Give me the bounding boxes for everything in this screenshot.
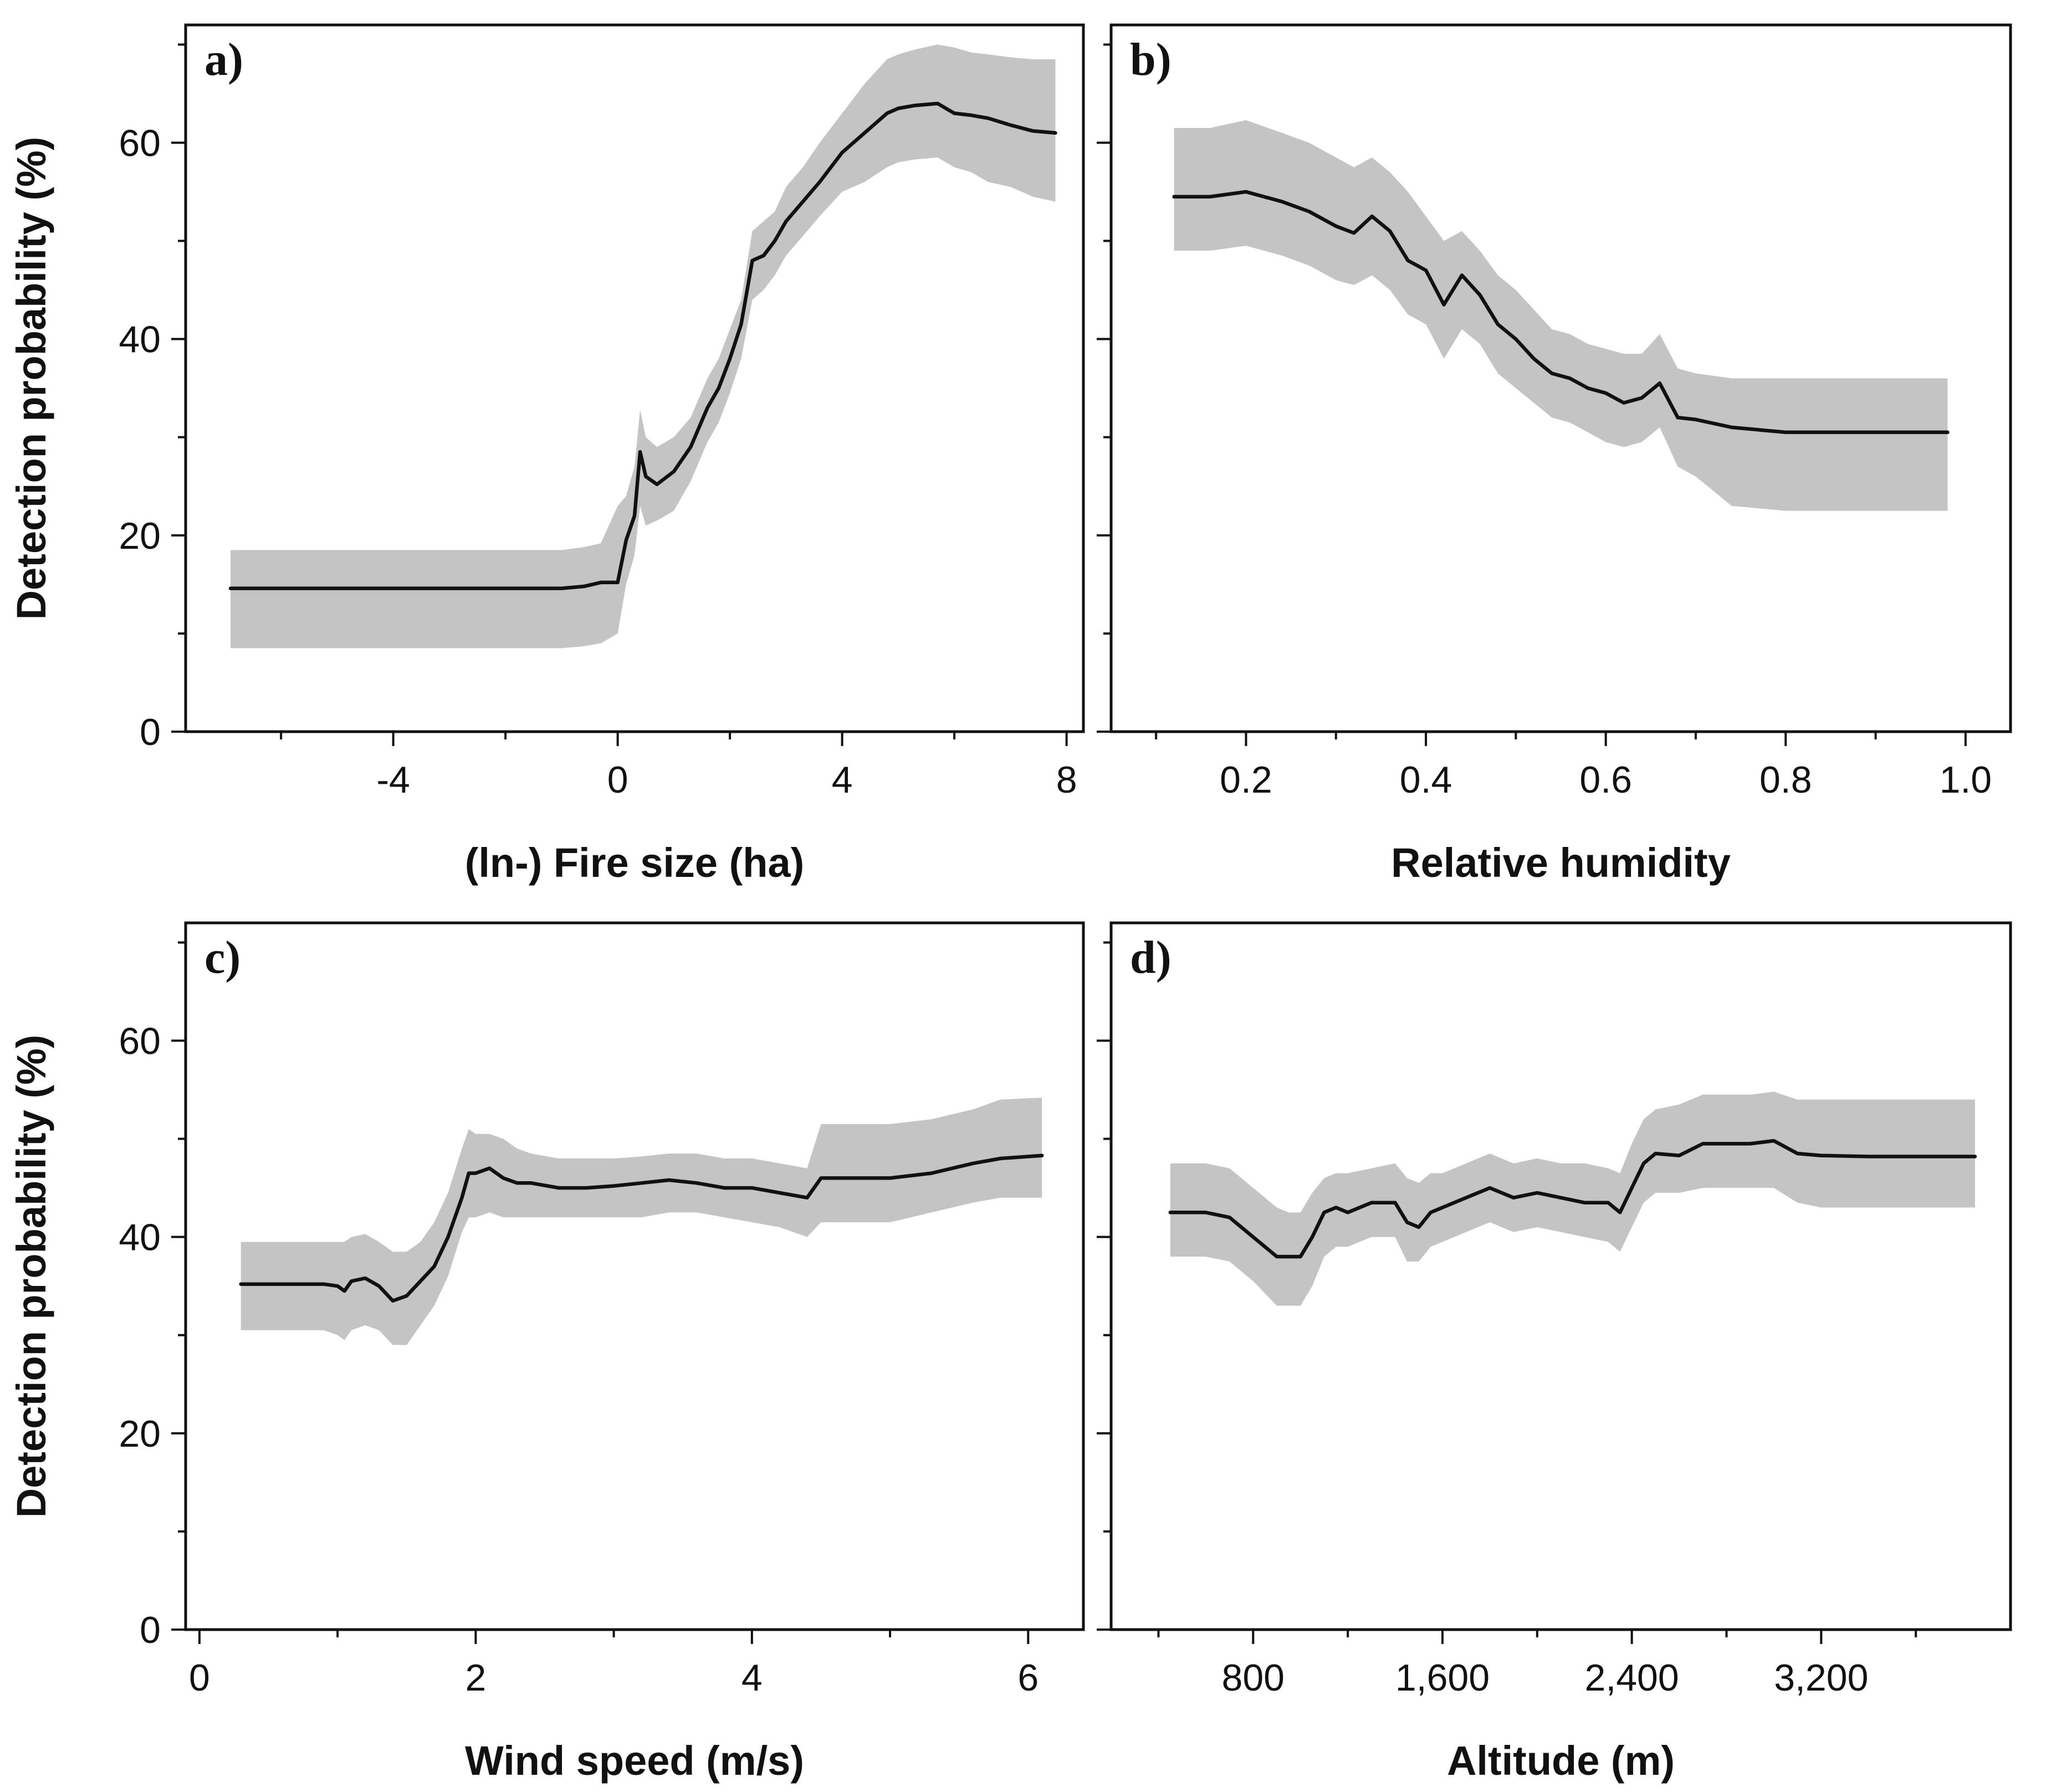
confidence-band xyxy=(241,1097,1042,1345)
panel-b: 0.2 0.4 0.6 0.8 1.0 b) Relative humidity xyxy=(1097,23,2012,886)
y-ticks xyxy=(1097,43,1111,733)
y-tick-label: 0 xyxy=(140,1609,161,1651)
x-tick-label: 0.8 xyxy=(1759,759,1812,801)
y-axis-title: Detection probability (%) xyxy=(8,137,54,620)
x-tick-label: 1,600 xyxy=(1395,1657,1490,1699)
y-ticks xyxy=(1097,941,1111,1631)
x-tick-label: 0.6 xyxy=(1579,759,1632,801)
y-tick-label: 40 xyxy=(119,319,161,361)
panel-d: 800 1,600 2,400 3,200 d) Altitude (m) xyxy=(1097,921,2012,1784)
x-tick-label: 4 xyxy=(832,759,853,801)
plot-frame xyxy=(184,921,1085,1631)
x-tick-label: 6 xyxy=(1017,1657,1039,1699)
x-tick-label: 2,400 xyxy=(1585,1657,1679,1699)
x-tick-label: 0 xyxy=(607,759,628,801)
x-tick-label: 0 xyxy=(189,1657,210,1699)
panel-label: a) xyxy=(204,34,243,85)
plot-frame xyxy=(1109,23,2012,733)
mean-line xyxy=(1168,1138,1977,1259)
x-ticks: 0 2 4 6 xyxy=(189,1630,1039,1699)
x-ticks: 0.2 0.4 0.6 0.8 1.0 xyxy=(1155,732,1992,801)
x-axis-title: Wind speed (m/s) xyxy=(465,1738,804,1784)
x-tick-label: 2 xyxy=(465,1657,486,1699)
y-ticks: 0 20 40 60 xyxy=(119,43,186,753)
panel-label: b) xyxy=(1130,34,1172,85)
y-tick-label: 40 xyxy=(119,1217,161,1259)
y-tick-label: 20 xyxy=(119,1413,161,1455)
x-ticks: 800 1,600 2,400 3,200 xyxy=(1157,1630,1917,1699)
y-axis-title: Detection probability (%) xyxy=(8,1035,54,1518)
x-tick-label: 8 xyxy=(1056,759,1077,801)
y-ticks: 0 20 40 60 xyxy=(119,941,186,1651)
x-axis-title: Relative humidity xyxy=(1391,840,1731,886)
x-ticks: -4 0 4 8 xyxy=(280,732,1077,801)
x-tick-label: 3,200 xyxy=(1774,1657,1868,1699)
mean-line xyxy=(239,1153,1044,1303)
mean-line xyxy=(1172,190,1950,435)
x-axis-title: Altitude (m) xyxy=(1447,1738,1675,1784)
plot-frame xyxy=(1109,921,2012,1631)
panel-c: 0 2 4 6 0 20 40 60 c) Wind speed (m/s) Detecti… xyxy=(8,921,1085,1784)
panel-a: -4 0 4 8 0 20 40 60 a) (ln-) Fire size (ha) De… xyxy=(8,23,1085,886)
x-tick-label: -4 xyxy=(376,759,410,801)
panel-label: c) xyxy=(204,932,241,983)
confidence-band xyxy=(1174,120,1948,511)
panel-label: d) xyxy=(1130,932,1172,983)
y-tick-label: 60 xyxy=(119,1020,161,1063)
x-tick-label: 0.4 xyxy=(1400,759,1452,801)
x-axis-title: (ln-) Fire size (ha) xyxy=(465,840,805,886)
y-tick-label: 20 xyxy=(119,515,161,557)
y-tick-label: 0 xyxy=(140,711,161,753)
x-tick-label: 0.2 xyxy=(1220,759,1272,801)
mean-line xyxy=(228,101,1057,590)
x-tick-label: 4 xyxy=(741,1657,763,1699)
x-tick-label: 1.0 xyxy=(1940,759,1992,801)
plot-frame xyxy=(184,23,1085,733)
y-tick-label: 60 xyxy=(119,122,161,165)
x-tick-label: 800 xyxy=(1222,1657,1285,1699)
confidence-band xyxy=(231,44,1056,649)
